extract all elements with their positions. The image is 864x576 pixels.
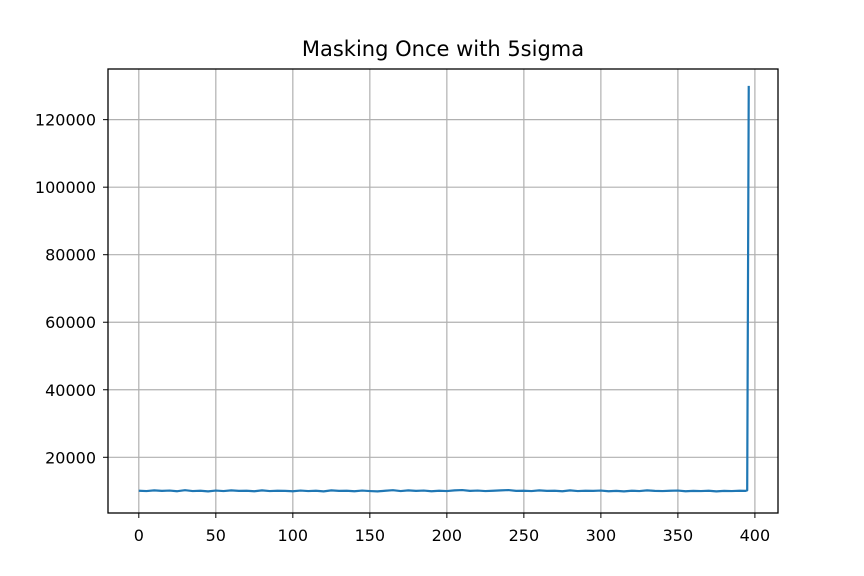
- x-tick-label: 0: [134, 526, 144, 545]
- grid: [108, 69, 778, 513]
- y-tick-label: 60000: [45, 313, 96, 332]
- y-axis: 20000 40000 60000 80000 100000 120000: [35, 111, 108, 467]
- series-layer: [138, 85, 750, 493]
- x-tick-label: 250: [509, 526, 540, 545]
- y-tick-label: 40000: [45, 381, 96, 400]
- series-line: [138, 85, 750, 493]
- chart-title: Masking Once with 5sigma: [302, 37, 584, 61]
- y-tick-label: 20000: [45, 448, 96, 467]
- x-tick-label: 100: [278, 526, 309, 545]
- y-tick-label: 100000: [35, 178, 96, 197]
- y-tick-label: 120000: [35, 111, 96, 130]
- y-tick-label: 80000: [45, 246, 96, 265]
- x-tick-label: 300: [586, 526, 617, 545]
- axes-frame: [107, 68, 779, 514]
- x-tick-label: 50: [206, 526, 226, 545]
- x-tick-label: 150: [355, 526, 386, 545]
- x-tick-label: 400: [740, 526, 771, 545]
- x-axis: 0 50 100 150 200 250 300 350 400: [134, 513, 770, 545]
- x-tick-label: 350: [663, 526, 694, 545]
- x-tick-label: 200: [432, 526, 463, 545]
